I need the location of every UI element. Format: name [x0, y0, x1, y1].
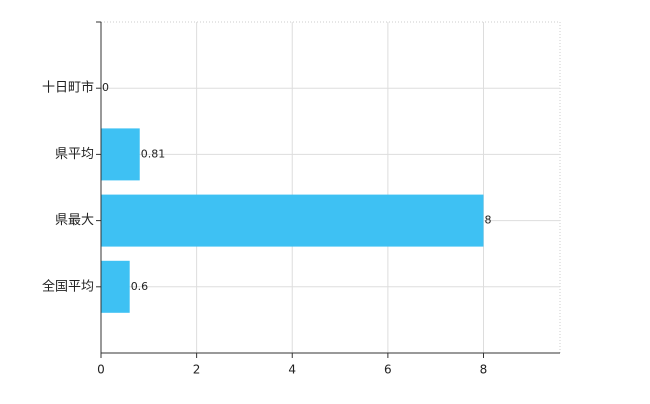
bar: [101, 128, 140, 181]
y-tick-label: 全国平均: [42, 278, 94, 294]
value-label: 0: [102, 81, 109, 94]
x-tick-label: 4: [288, 363, 296, 377]
value-label: 0.81: [141, 147, 166, 160]
y-tick-label: 県最大: [55, 213, 94, 228]
x-tick-label: 2: [193, 363, 201, 377]
x-tick-label: 0: [97, 363, 105, 377]
x-tick-label: 6: [384, 363, 392, 377]
y-tick-label: 県平均: [55, 147, 94, 162]
x-tick-label: 8: [480, 363, 488, 377]
bar: [101, 260, 130, 313]
y-tick-label: 十日町市: [42, 80, 94, 96]
value-label: 0.6: [131, 280, 149, 293]
bar: [101, 194, 484, 247]
value-label: 8: [485, 214, 492, 227]
